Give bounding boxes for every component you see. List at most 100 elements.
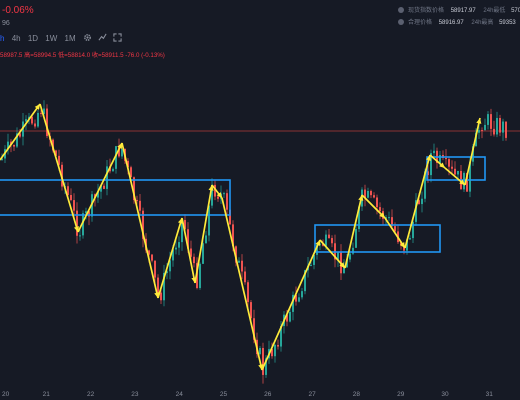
- arrow-head: [117, 143, 122, 149]
- timeframe-1w[interactable]: 1W: [45, 34, 58, 43]
- timeframe-h[interactable]: h: [0, 34, 5, 43]
- candle-body: [370, 190, 372, 196]
- candle-body: [265, 358, 267, 375]
- timeframe-4h[interactable]: 4h: [11, 34, 21, 43]
- candle-body: [31, 116, 33, 124]
- candle-body: [472, 146, 474, 162]
- candle-body: [172, 249, 174, 261]
- x-axis-label: 31: [486, 391, 494, 398]
- candle-body: [418, 200, 420, 205]
- wave-segment: [344, 194, 363, 269]
- candle-body: [457, 170, 459, 175]
- wave-segment: [404, 154, 431, 249]
- expand-icon[interactable]: [113, 33, 122, 42]
- candle-body: [13, 145, 15, 147]
- candle-body: [451, 166, 453, 169]
- candle-body: [181, 220, 183, 243]
- candle-body: [430, 153, 432, 176]
- wave-segment: [121, 142, 159, 299]
- candle-body: [379, 207, 381, 212]
- candle-body: [376, 197, 378, 208]
- candle-body: [478, 130, 480, 133]
- candle-body: [178, 242, 180, 248]
- sub-value: 96: [2, 20, 10, 27]
- candle-body: [79, 235, 81, 237]
- candle-body: [424, 171, 426, 199]
- indicator-icon[interactable]: [98, 33, 107, 42]
- candle-body: [244, 271, 246, 283]
- wave-segment: [181, 217, 196, 284]
- wave-segment: [77, 142, 123, 233]
- info-icon: [398, 19, 404, 25]
- candle-body: [316, 244, 318, 255]
- candle-body: [328, 234, 330, 239]
- candle-body: [67, 186, 69, 196]
- wave-segment: [464, 117, 481, 186]
- candle-body: [226, 193, 228, 210]
- candle-body: [46, 108, 48, 137]
- candle-body: [103, 185, 105, 189]
- candle-body: [463, 172, 465, 190]
- candle-body: [136, 200, 138, 202]
- x-axis-label: 27: [308, 391, 316, 398]
- candle-body: [175, 247, 177, 250]
- candle-body: [481, 130, 483, 132]
- candle-body: [454, 168, 456, 175]
- timeframe-1m[interactable]: 1M: [64, 34, 76, 43]
- candle-body: [373, 195, 375, 198]
- candle-body: [487, 114, 489, 125]
- wave-segment: [384, 217, 406, 249]
- x-axis-label: 22: [87, 391, 95, 398]
- candle-body: [271, 349, 273, 357]
- candle-body: [58, 155, 60, 165]
- candle-body: [310, 264, 312, 266]
- candle-body: [232, 224, 234, 247]
- zone-box-left: [0, 179, 231, 216]
- timeframe-1d[interactable]: 1D: [27, 34, 39, 43]
- candle-body: [286, 314, 288, 322]
- x-axis-label: 21: [43, 391, 51, 398]
- arrow-head: [216, 192, 222, 198]
- candle-body: [88, 211, 90, 217]
- candle-body: [202, 243, 204, 264]
- arrow-head: [399, 242, 405, 248]
- candle-body: [466, 172, 468, 192]
- candle-body: [223, 193, 225, 195]
- candle-body: [502, 121, 504, 133]
- candle-body: [187, 229, 189, 249]
- candle-body: [133, 177, 135, 201]
- candle-body: [163, 272, 165, 301]
- candle-body: [367, 190, 369, 198]
- candle-body: [427, 171, 429, 176]
- candle-body: [142, 210, 144, 239]
- candle-body: [484, 124, 486, 131]
- x-axis-label: 23: [131, 391, 139, 398]
- candle-body: [205, 235, 207, 244]
- x-axis-label: 20: [2, 391, 10, 398]
- stat-label: 现货指数价格: [408, 8, 445, 14]
- candle-body: [40, 112, 42, 115]
- candle-body: [241, 260, 243, 272]
- arrow-head: [315, 240, 321, 246]
- x-axis-label: 26: [264, 391, 272, 398]
- candle-body: [325, 234, 327, 246]
- candle-body: [289, 311, 291, 322]
- candle-body: [499, 117, 501, 133]
- candle-body: [409, 238, 411, 240]
- candle-body: [115, 146, 117, 169]
- candle-body: [322, 243, 324, 246]
- arrow-head: [339, 262, 345, 268]
- candle-body: [151, 254, 153, 261]
- wave-segment: [361, 194, 386, 219]
- candle-body: [229, 209, 231, 225]
- candle-body: [262, 347, 264, 375]
- candle-body: [97, 191, 99, 198]
- gear-icon[interactable]: [83, 33, 92, 42]
- candle-body: [259, 347, 261, 355]
- candle-body: [355, 229, 357, 248]
- candle-body: [496, 117, 498, 135]
- candle-body: [16, 133, 18, 147]
- candle-body: [214, 184, 216, 197]
- wave-segment: [319, 239, 346, 269]
